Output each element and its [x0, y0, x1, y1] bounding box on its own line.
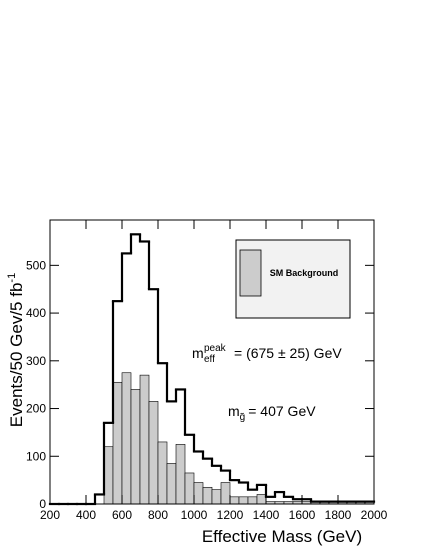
x-tick-label: 200 [40, 508, 60, 522]
annotation-sup: peak [204, 343, 227, 354]
legend-label: SM Background [270, 268, 339, 278]
y-axis-label: Events/50 Gev/5 fb-1 [6, 273, 26, 427]
annotation-sub: g̃ [240, 412, 246, 423]
histogram-bar [229, 496, 240, 505]
x-axis-label: Effective Mass (GeV) [202, 527, 362, 546]
y-tick-label: 0 [39, 497, 46, 511]
x-tick-label: 1400 [253, 508, 280, 522]
histogram-bar [103, 446, 114, 505]
x-tick-label: 1600 [289, 508, 316, 522]
x-tick-label: 1200 [217, 508, 244, 522]
y-tick-label: 100 [26, 449, 46, 463]
histogram-bar [247, 496, 258, 505]
histogram-bar [256, 494, 267, 505]
x-tick-label: 600 [112, 508, 132, 522]
histogram-bar [220, 482, 231, 505]
histogram-bar [112, 381, 123, 505]
histogram-bar [148, 401, 159, 505]
annotation-symbol: m [228, 403, 240, 419]
annotation-text: = (675 ± 25) GeV [234, 345, 342, 361]
y-label-text: Events/50 Gev/5 fb [7, 283, 26, 428]
legend-swatch [239, 249, 262, 297]
x-tick-label: 1800 [325, 508, 352, 522]
histogram-bar [166, 463, 177, 505]
x-tick-label: 400 [76, 508, 96, 522]
histogram-bar [184, 472, 195, 505]
histogram-bar [211, 489, 222, 505]
y-label-sup: -1 [6, 273, 18, 283]
x-tick-label: 800 [148, 508, 168, 522]
y-tick-label: 400 [26, 306, 46, 320]
histogram-bar [202, 486, 213, 505]
plot-frame [49, 219, 375, 505]
annotation: mpeak eff = (675 ± 25) GeV [192, 343, 342, 365]
x-tick-label: 2000 [361, 508, 388, 522]
annotation-sub: eff [204, 354, 215, 365]
annotation-symbol: m [192, 345, 204, 361]
annotation-text: = 407 GeV [248, 403, 316, 419]
histogram-bar [157, 441, 168, 505]
histogram-bar [175, 444, 186, 505]
histogram-bar [139, 374, 150, 505]
y-tick-label: 500 [26, 258, 46, 272]
x-tick-label: 1000 [181, 508, 208, 522]
y-tick-label: 300 [26, 354, 46, 368]
histogram-bar [121, 372, 132, 505]
histogram-bar [130, 389, 141, 505]
histogram-bar [238, 496, 249, 505]
annotation: mg̃ = 407 GeV [228, 403, 316, 423]
y-tick-label: 200 [26, 402, 46, 416]
histogram-bar [193, 482, 204, 505]
